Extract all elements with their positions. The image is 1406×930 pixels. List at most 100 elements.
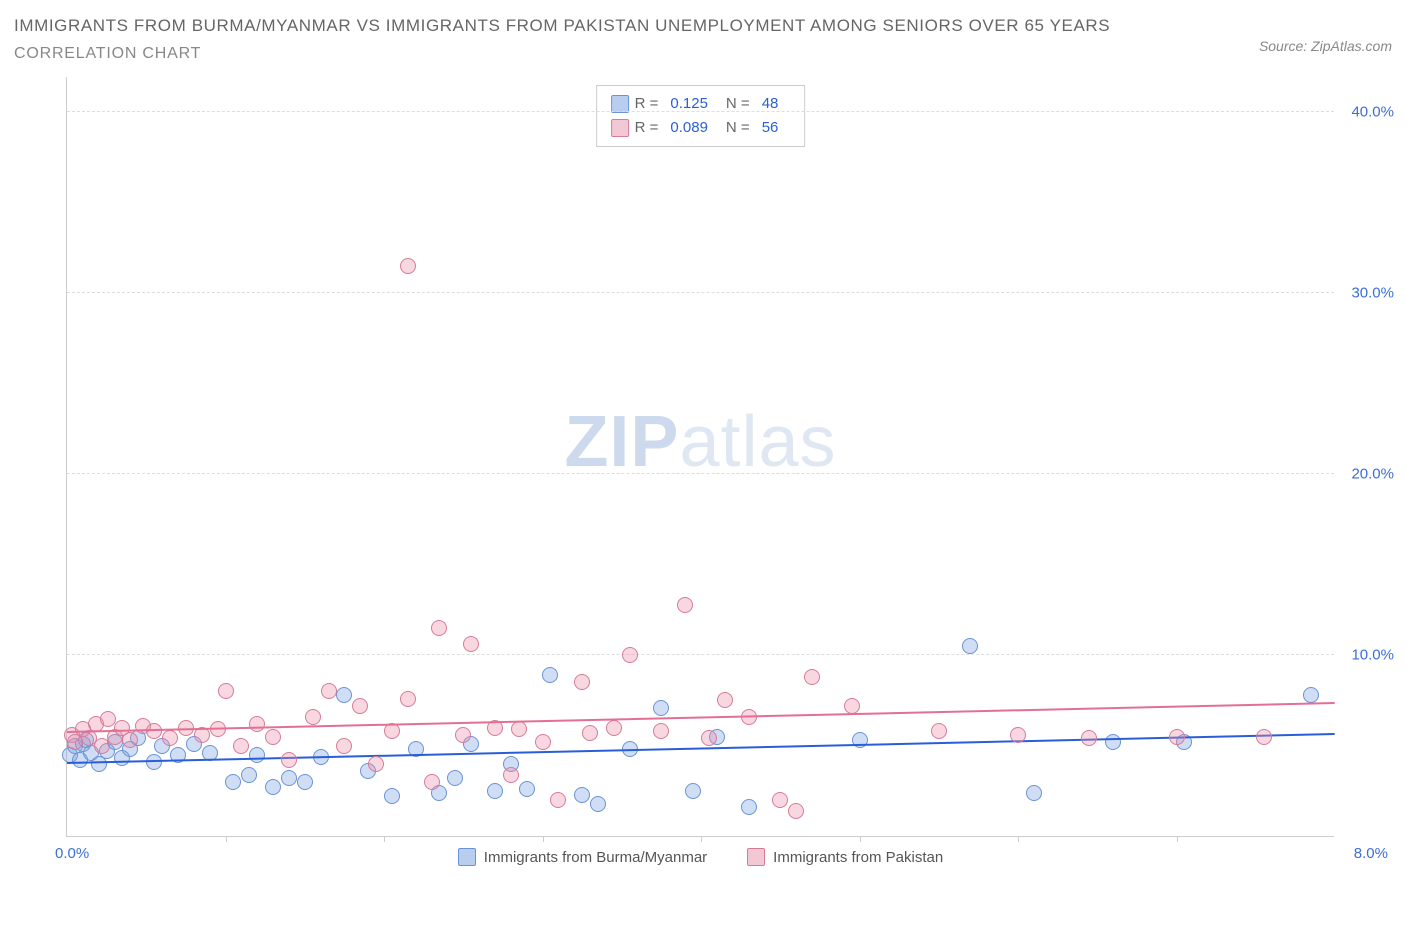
series-legend: Immigrants from Burma/Myanmar Immigrants … <box>67 848 1334 866</box>
data-point <box>931 723 947 739</box>
data-point <box>400 691 416 707</box>
data-point <box>1081 730 1097 746</box>
series-legend-label: Immigrants from Burma/Myanmar <box>484 849 707 866</box>
data-point <box>677 597 693 613</box>
data-point <box>265 729 281 745</box>
legend-n-value: 48 <box>762 92 779 116</box>
legend-swatch <box>458 848 476 866</box>
data-point <box>305 709 321 725</box>
data-point <box>1256 729 1272 745</box>
data-point <box>622 647 638 663</box>
data-point <box>218 683 234 699</box>
data-point <box>741 799 757 815</box>
y-tick-label: 20.0% <box>1351 466 1394 483</box>
x-tick <box>860 836 861 842</box>
data-point <box>1169 729 1185 745</box>
data-point <box>653 700 669 716</box>
watermark: ZIPatlas <box>564 401 836 483</box>
legend-n-label: N = <box>726 92 750 116</box>
data-point <box>574 674 590 690</box>
correlation-legend: R =0.125N =48R =0.089N =56 <box>596 85 806 147</box>
data-point <box>717 692 733 708</box>
data-point <box>455 727 471 743</box>
data-point <box>368 756 384 772</box>
data-point <box>1303 687 1319 703</box>
x-tick <box>543 836 544 842</box>
data-point <box>281 752 297 768</box>
legend-r-label: R = <box>635 92 659 116</box>
data-point <box>249 716 265 732</box>
grid-line <box>67 654 1334 655</box>
series-legend-label: Immigrants from Pakistan <box>773 849 943 866</box>
data-point <box>146 723 162 739</box>
data-point <box>384 788 400 804</box>
plot-area: ZIPatlas R =0.125N =48R =0.089N =56 10.0… <box>66 77 1334 837</box>
data-point <box>606 720 622 736</box>
legend-r-value: 0.089 <box>670 116 708 140</box>
data-point <box>281 770 297 786</box>
legend-swatch <box>747 848 765 866</box>
data-point <box>400 258 416 274</box>
data-point <box>653 723 669 739</box>
legend-row: R = 0.125 N = 48 <box>611 92 791 116</box>
data-point <box>685 783 701 799</box>
data-point <box>225 774 241 790</box>
data-point <box>503 767 519 783</box>
data-point <box>447 770 463 786</box>
data-point <box>550 792 566 808</box>
data-point <box>582 725 598 741</box>
data-point <box>962 638 978 654</box>
data-point <box>1105 734 1121 750</box>
data-point <box>336 738 352 754</box>
grid-line <box>67 473 1334 474</box>
data-point <box>590 796 606 812</box>
data-point <box>1026 785 1042 801</box>
chart-subtitle: CORRELATION CHART <box>14 45 1110 63</box>
data-point <box>162 730 178 746</box>
series-legend-item: Immigrants from Pakistan <box>747 848 943 866</box>
x-tick <box>226 836 227 842</box>
x-max-label: 8.0% <box>1354 845 1388 862</box>
data-point <box>336 687 352 703</box>
data-point <box>122 732 138 748</box>
data-point <box>321 683 337 699</box>
data-point <box>249 747 265 763</box>
x-tick <box>1018 836 1019 842</box>
data-point <box>1010 727 1026 743</box>
data-point <box>535 734 551 750</box>
data-point <box>772 792 788 808</box>
data-point <box>511 721 527 737</box>
legend-n-label: N = <box>726 116 750 140</box>
chart-container: Unemployment Among Seniors over 65 years… <box>14 77 1392 877</box>
data-point <box>265 779 281 795</box>
data-point <box>788 803 804 819</box>
data-point <box>100 711 116 727</box>
data-point <box>701 730 717 746</box>
series-legend-item: Immigrants from Burma/Myanmar <box>458 848 707 866</box>
x-tick <box>384 836 385 842</box>
legend-r-value: 0.125 <box>670 92 708 116</box>
legend-r-label: R = <box>635 116 659 140</box>
data-point <box>804 669 820 685</box>
legend-row: R =0.089N =56 <box>611 116 791 140</box>
data-point <box>844 698 860 714</box>
y-tick-label: 40.0% <box>1351 104 1394 121</box>
x-tick <box>701 836 702 842</box>
data-point <box>542 667 558 683</box>
data-point <box>424 774 440 790</box>
grid-line <box>67 111 1334 112</box>
data-point <box>233 738 249 754</box>
legend-swatch <box>611 119 629 137</box>
grid-line <box>67 292 1334 293</box>
data-point <box>463 636 479 652</box>
data-point <box>352 698 368 714</box>
data-point <box>487 783 503 799</box>
x-tick <box>1177 836 1178 842</box>
source-attribution: Source: ZipAtlas.com <box>1259 38 1392 54</box>
data-point <box>241 767 257 783</box>
data-point <box>574 787 590 803</box>
y-tick-label: 10.0% <box>1351 647 1394 664</box>
data-point <box>297 774 313 790</box>
data-point <box>431 620 447 636</box>
data-point <box>519 781 535 797</box>
